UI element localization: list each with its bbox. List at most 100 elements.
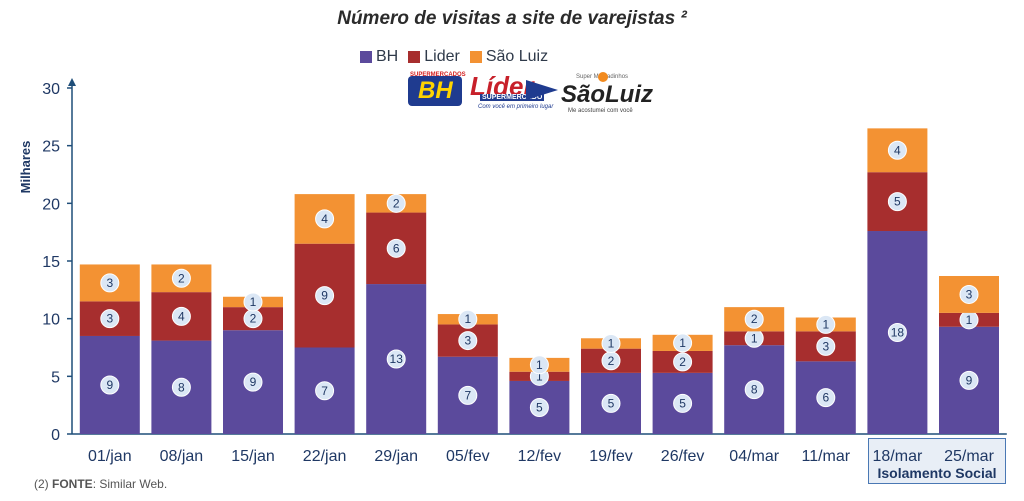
lider-logo-sub: SUPERMERCADO [480,94,545,101]
data-label-bubble [601,333,621,353]
y-axis-label: Milhares [18,141,33,194]
data-label: 3 [106,312,113,326]
x-tick-label: 25/mar [944,448,994,465]
legend-item-sao-luiz: São Luiz [469,48,549,66]
data-label: 2 [751,312,758,326]
data-label: 1 [751,331,758,345]
data-label: 5 [536,400,543,414]
data-label: 2 [608,354,615,368]
footer-source: (2) FONTE: Similar Web. [34,477,167,491]
data-label: 9 [966,373,973,387]
data-label: 1 [536,358,543,372]
x-tick-label: 12/fev [518,448,562,465]
data-label-bubble [959,284,979,304]
x-tick-label: 22/jan [303,448,347,465]
legend-item-bh: BH [360,48,398,66]
legend-swatch-lider [408,51,421,63]
data-label-bubble [243,372,263,392]
legend-label-sao-luiz: São Luiz [485,48,549,65]
data-label-bubble [315,209,335,229]
data-label: 9 [250,375,257,389]
data-label: 7 [464,388,471,402]
data-label: 18 [891,326,905,340]
data-label-bubble [887,140,907,160]
data-label: 5 [894,195,901,209]
data-label: 8 [178,380,185,394]
x-tick-label: 08/jan [160,448,204,465]
y-tick-label: 20 [42,196,60,213]
y-tick-label: 5 [51,369,60,386]
data-label-bubble [673,352,693,372]
data-label-bubble [887,323,907,343]
data-label: 9 [321,289,328,303]
x-tick-label: 11/mar [801,448,850,465]
data-label: 6 [393,241,400,255]
x-tick-label: 04/mar [729,448,779,465]
data-label-bubble [315,286,335,306]
data-label-bubble [100,309,120,329]
legend-item-lider: Lider [408,48,460,66]
y-axis-arrow [68,78,76,86]
data-label: 1 [250,295,257,309]
data-label: 6 [822,391,829,405]
y-tick-label: 25 [42,139,60,156]
data-label-bubble [171,306,191,326]
data-label: 3 [966,287,973,301]
data-label: 8 [751,383,758,397]
x-tick-label: 19/fev [589,448,633,465]
data-label: 4 [321,212,328,226]
lider-logo-tagline: Com você em primeiro lugar [478,104,554,110]
data-label: 3 [464,334,471,348]
data-label-bubble [887,192,907,212]
data-label: 4 [178,309,185,323]
footer-text: : Similar Web. [92,477,168,491]
data-label-bubble [386,349,406,369]
data-label: 1 [608,336,615,350]
y-tick-label: 30 [42,81,60,98]
data-label-bubble [243,292,263,312]
data-label-bubble [601,393,621,413]
data-label: 5 [608,396,615,410]
data-label: 2 [393,196,400,210]
data-label-bubble [100,375,120,395]
data-label: 4 [894,143,901,157]
data-label-bubble [171,377,191,397]
data-label-bubble [458,331,478,351]
legend: BH Lider São Luiz [360,46,548,68]
data-label: 1 [966,313,973,327]
legend-label-lider: Lider [424,48,460,65]
data-label-bubble [386,238,406,258]
y-tick-label: 10 [42,312,60,329]
sao-luiz-logo-tagline: Me acostumei com você [568,108,633,114]
isolamento-highlight-box [868,438,1006,484]
data-label: 2 [250,312,257,326]
data-label-bubble [744,380,764,400]
data-label: 9 [106,378,113,392]
data-label: 3 [822,339,829,353]
data-label-bubble [816,388,836,408]
footer-prefix: (2) [34,477,49,491]
data-label: 1 [464,312,471,326]
retailer-logos: SUPERMERCADOS BH Líder SUPERMERCADO Com … [408,72,653,116]
data-label-bubble [458,309,478,329]
x-tick-label: 15/jan [231,448,275,465]
isolamento-annotation: Isolamento Social [877,465,997,481]
bh-logo-text: BH [418,77,453,104]
data-label-bubble [171,268,191,288]
data-label: 1 [822,317,829,331]
data-label: 1 [536,369,543,383]
data-label-bubble [673,333,693,353]
data-label-bubble [100,273,120,293]
data-label: 1 [679,336,686,350]
data-label-bubble [458,385,478,405]
data-label-bubble [959,370,979,390]
legend-swatch-sao-luiz [469,51,482,63]
x-tick-label: 29/jan [374,448,418,465]
chart-title: Número de visitas a site de varejistas ² [337,8,687,29]
data-label-bubble [529,397,549,417]
data-label-bubble [816,314,836,334]
bh-logo-top-text: SUPERMERCADOS [410,72,466,78]
x-tick-label: 05/fev [446,448,490,465]
data-label: 5 [679,396,686,410]
